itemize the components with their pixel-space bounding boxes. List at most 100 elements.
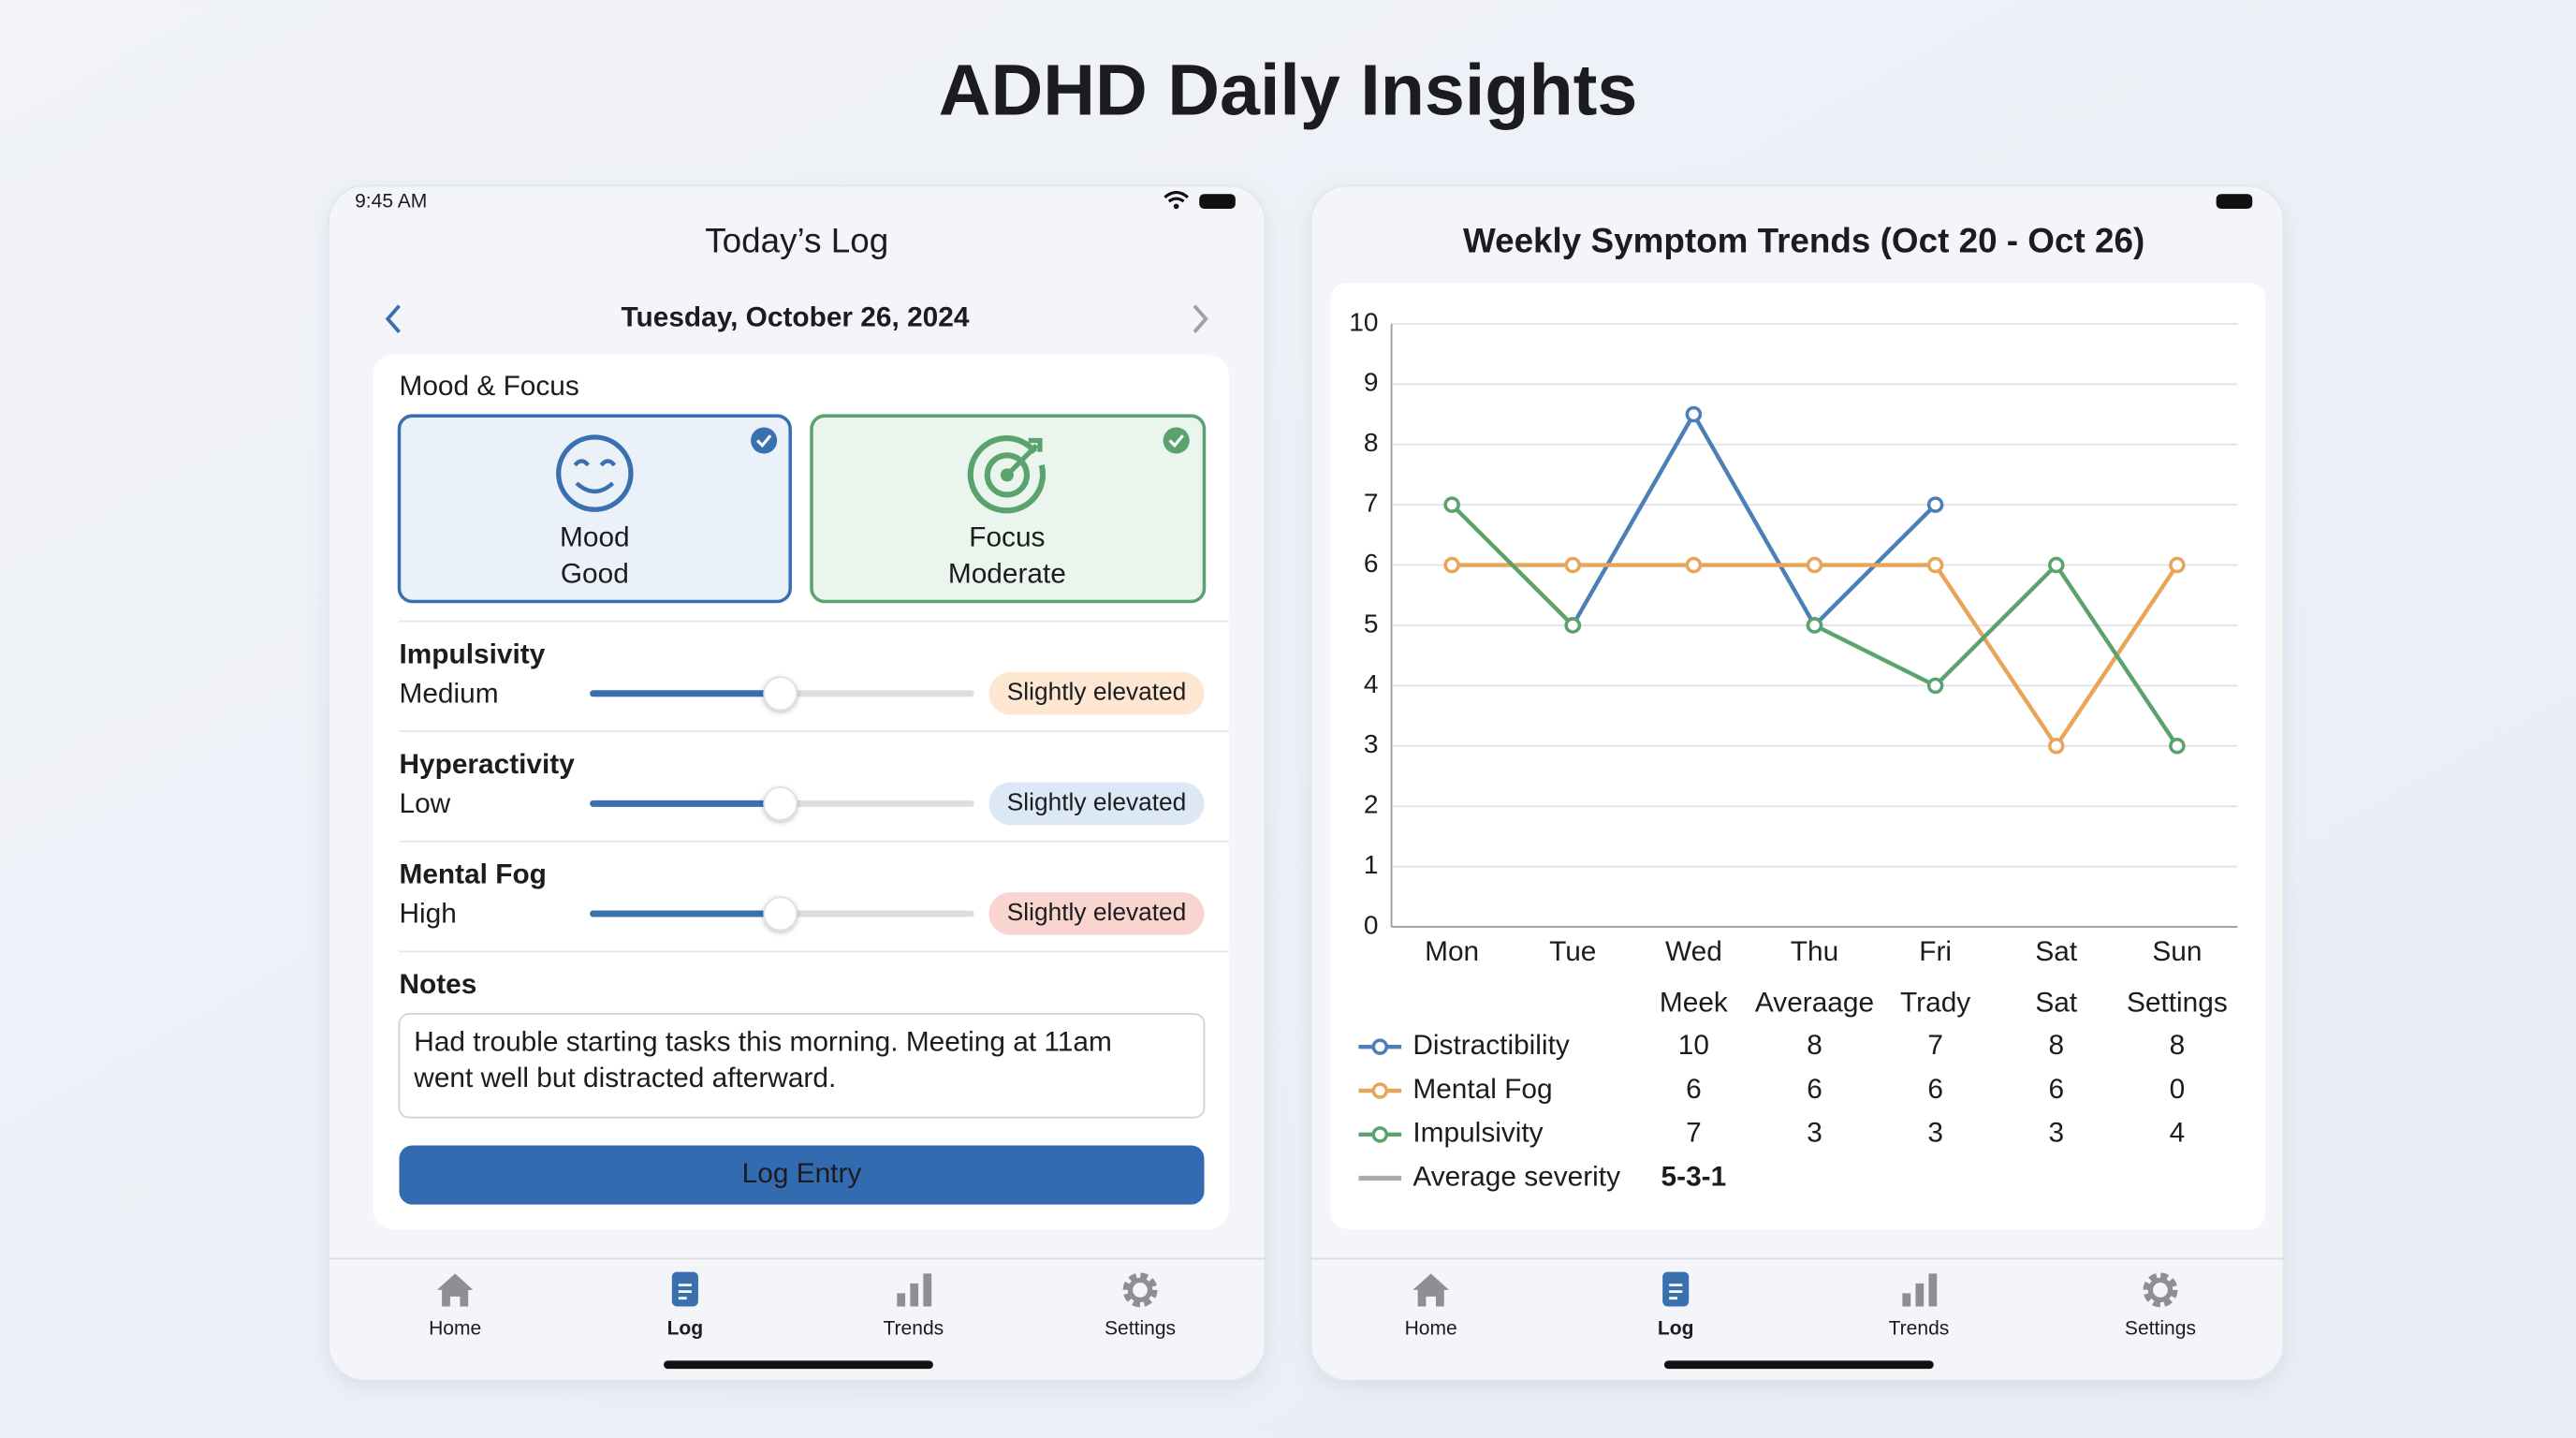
table-header: Settings <box>2127 987 2228 1018</box>
table-value: 6 <box>2048 1074 2064 1105</box>
log-icon-lines <box>1669 1284 1683 1300</box>
table-value: 10 <box>1678 1030 1709 1061</box>
series-point <box>1806 556 1823 574</box>
home-icon <box>436 1273 474 1307</box>
table-value: 6 <box>1686 1074 1702 1105</box>
next-day[interactable] <box>1193 304 1208 333</box>
x-tick-label: Fri <box>1919 936 1952 967</box>
table-value: 7 <box>1927 1030 1943 1061</box>
y-tick-label: 10 <box>1349 307 1378 336</box>
symptom-name: Hyperactivity <box>399 749 575 780</box>
table-value: 6 <box>1807 1074 1822 1105</box>
log-icon-lines <box>678 1284 692 1300</box>
slider-thumb[interactable] <box>763 676 798 712</box>
series-point <box>1926 496 1944 513</box>
log-icon <box>671 1271 698 1307</box>
x-tick-label: Thu <box>1791 936 1838 967</box>
y-tick-label: 7 <box>1364 489 1379 518</box>
table-value: 3 <box>1927 1118 1943 1149</box>
page-title: ADHD Daily Insights <box>939 50 1638 130</box>
tab-label[interactable]: Settings <box>2125 1318 2196 1340</box>
legend-label: Average severity <box>1412 1161 1620 1192</box>
table-header: Sat <box>2035 987 2077 1018</box>
status-badge-text: Slightly elevated <box>1007 678 1187 706</box>
symptom-name: Impulsivity <box>399 638 545 669</box>
tab-label[interactable]: Log <box>1658 1318 1694 1340</box>
y-tick-label: 5 <box>1364 609 1379 638</box>
legend-label: Distractibility <box>1412 1030 1569 1061</box>
focus-icon-arrow <box>1005 437 1043 477</box>
series-point <box>1806 617 1823 634</box>
x-tick-label: Wed <box>1665 936 1722 967</box>
notes-label: Notes <box>399 969 476 1000</box>
battery-icon <box>2216 194 2253 210</box>
series-point <box>1564 556 1582 574</box>
table-value: 8 <box>2170 1030 2186 1061</box>
home-icon <box>1412 1273 1449 1307</box>
x-tick-label: Sat <box>2035 936 2077 967</box>
series-point <box>2169 738 2186 755</box>
symptom-level: Low <box>399 788 450 819</box>
settings-icon <box>1122 1272 1158 1308</box>
focus-icon-mid <box>984 452 1031 498</box>
series-point <box>1926 556 1944 574</box>
tab-label[interactable]: Trends <box>1889 1318 1950 1340</box>
tab-label[interactable]: Home <box>429 1318 481 1340</box>
slider-thumb[interactable] <box>763 896 798 932</box>
tab-label[interactable]: Settings <box>1105 1318 1176 1340</box>
settings-icon <box>2143 1272 2178 1308</box>
table-value: 7 <box>1686 1118 1702 1149</box>
tab-label[interactable]: Home <box>1405 1318 1457 1340</box>
legend-marker <box>1371 1038 1389 1055</box>
table-value: 3 <box>1807 1118 1822 1149</box>
mood-value: Good <box>561 558 629 589</box>
focus-label: Focus <box>969 522 1045 553</box>
slider-thumb[interactable] <box>763 785 798 821</box>
series-point <box>2047 738 2065 755</box>
table-value: 3 <box>2048 1118 2064 1149</box>
average-value: 5-3-1 <box>1661 1161 1727 1192</box>
series-point <box>1443 496 1460 513</box>
wifi-dot <box>1173 203 1179 210</box>
battery-icon <box>1199 194 1236 210</box>
status-badge-text: Slightly elevated <box>1007 787 1187 815</box>
tab-label[interactable]: Log <box>667 1318 704 1340</box>
series-point <box>1564 617 1582 634</box>
y-tick-label: 4 <box>1364 669 1379 698</box>
notes-text: Had trouble starting tasks this morning.… <box>414 1027 1112 1058</box>
series-point <box>1685 405 1703 423</box>
y-tick-label: 8 <box>1364 428 1379 457</box>
legend-label: Mental Fog <box>1412 1074 1552 1105</box>
status-time: 9:45 AM <box>355 191 427 213</box>
legend-marker <box>1371 1082 1389 1099</box>
y-tick-label: 1 <box>1364 850 1379 879</box>
home-indicator <box>1663 1360 1934 1370</box>
trends-icon <box>897 1273 932 1307</box>
section-title: Mood & Focus <box>399 371 578 402</box>
home-indicator <box>664 1360 933 1370</box>
mood-check <box>751 427 778 454</box>
screen-header: Today’s Log <box>705 222 888 260</box>
notes-text: went well but distracted afterward. <box>413 1063 836 1093</box>
settings-icon-hub <box>2147 1277 2174 1303</box>
x-tick-label: Tue <box>1549 936 1596 967</box>
symptom-level: High <box>399 899 456 930</box>
log-entry-button[interactable] <box>399 1145 1205 1205</box>
mood-label: Mood <box>560 522 630 553</box>
y-tick-label: 2 <box>1364 790 1379 819</box>
focus-value: Moderate <box>948 558 1066 589</box>
status-badge <box>988 782 1205 826</box>
tab-label[interactable]: Trends <box>883 1318 944 1340</box>
prev-day[interactable] <box>385 304 401 333</box>
trends-icon <box>1902 1273 1938 1307</box>
status-badge <box>988 892 1205 935</box>
notes-field[interactable] <box>398 1013 1206 1119</box>
table-value: 4 <box>2170 1118 2186 1149</box>
y-tick-label: 9 <box>1364 368 1379 397</box>
chart-title: Weekly Symptom Trends (Oct 20 - Oct 26) <box>1463 222 2144 260</box>
legend-marker <box>1371 1126 1389 1143</box>
series-point <box>2169 556 2186 574</box>
x-tick-label: Mon <box>1425 936 1479 967</box>
status-badge <box>988 671 1205 715</box>
